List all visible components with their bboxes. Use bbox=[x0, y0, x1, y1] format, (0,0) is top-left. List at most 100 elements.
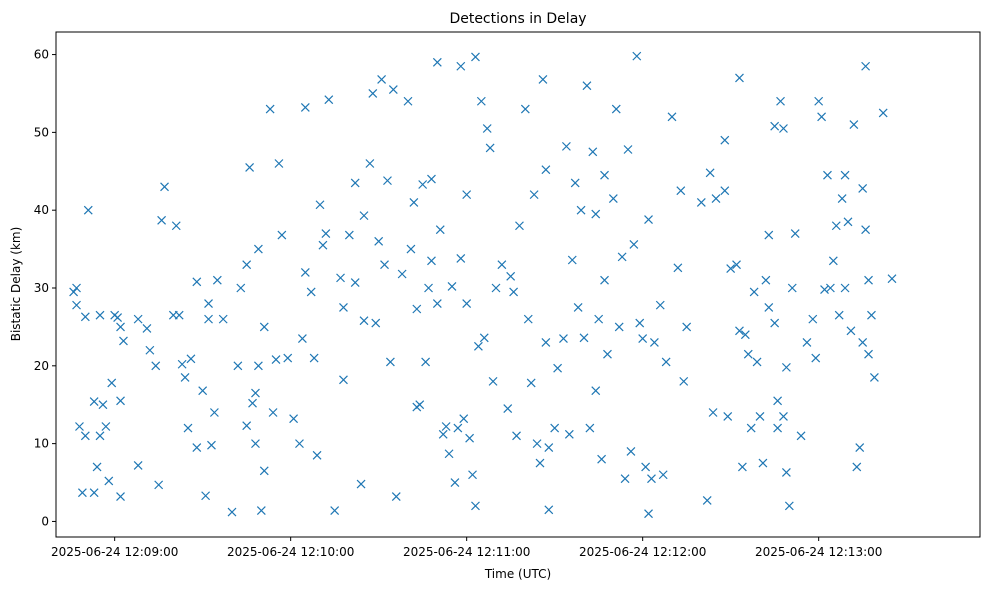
data-point-marker bbox=[350, 278, 360, 287]
data-point-marker bbox=[133, 314, 143, 324]
data-point-marker bbox=[218, 314, 228, 324]
data-point-marker bbox=[462, 190, 472, 200]
data-point-marker bbox=[113, 313, 123, 322]
data-point-marker bbox=[761, 275, 771, 285]
data-point-marker bbox=[708, 408, 718, 417]
data-point-marker bbox=[781, 467, 791, 477]
x-axis-label: Time (UTC) bbox=[484, 567, 551, 581]
x-tick-label: 2025-06-24 12:10:00 bbox=[227, 545, 354, 559]
data-point-marker bbox=[779, 411, 788, 421]
data-point-marker bbox=[532, 439, 542, 449]
data-point-marker bbox=[198, 386, 208, 396]
data-point-marker bbox=[823, 170, 832, 180]
data-point-marker bbox=[459, 414, 469, 424]
y-axis: 0 10 20 30 40 50 60 bbox=[34, 48, 56, 528]
data-point-marker bbox=[497, 260, 507, 270]
data-point-marker bbox=[846, 326, 856, 336]
data-point-marker bbox=[183, 423, 193, 433]
data-point-marker bbox=[253, 244, 263, 254]
data-point-marker bbox=[667, 112, 677, 122]
data-point-marker bbox=[435, 225, 445, 235]
data-point-marker bbox=[253, 361, 263, 371]
data-point-marker bbox=[591, 209, 601, 219]
data-point-marker bbox=[843, 217, 853, 227]
data-point-marker bbox=[544, 505, 554, 515]
y-axis-label: Bistatic Delay (km) bbox=[9, 227, 23, 342]
data-point-marker bbox=[784, 501, 794, 511]
data-point-marker bbox=[488, 376, 498, 386]
data-point-marker bbox=[180, 373, 190, 382]
data-point-marker bbox=[864, 349, 873, 359]
data-point-marker bbox=[720, 135, 730, 145]
data-point-marker bbox=[776, 96, 785, 106]
data-point-marker bbox=[746, 423, 756, 433]
data-point-marker bbox=[861, 225, 871, 235]
data-point-marker bbox=[283, 353, 293, 363]
data-point-marker bbox=[673, 263, 683, 273]
data-point-marker bbox=[374, 236, 384, 246]
data-point-marker bbox=[107, 378, 117, 388]
data-point-marker bbox=[591, 386, 601, 396]
data-point-marker bbox=[773, 396, 783, 406]
data-point-marker bbox=[77, 488, 87, 498]
data-point-marker bbox=[529, 190, 539, 200]
chart-title: Detections in Delay bbox=[449, 11, 586, 27]
data-point-marker bbox=[403, 96, 413, 106]
data-point-marker bbox=[814, 96, 824, 106]
data-point-marker bbox=[512, 431, 521, 441]
data-point-marker bbox=[321, 229, 331, 238]
data-point-marker bbox=[83, 205, 93, 215]
data-point-marker bbox=[553, 363, 563, 373]
data-point-marker bbox=[617, 252, 627, 262]
data-point-marker bbox=[579, 333, 589, 343]
data-point-marker bbox=[359, 316, 369, 326]
data-point-marker bbox=[69, 287, 79, 297]
data-point-marker bbox=[735, 326, 744, 336]
data-point-marker bbox=[344, 230, 354, 240]
data-point-marker bbox=[594, 314, 604, 324]
data-point-marker bbox=[462, 299, 472, 308]
data-point-marker bbox=[585, 423, 595, 433]
x-axis: 2025-06-24 12:09:00 2025-06-24 12:10:00 20… bbox=[51, 537, 882, 559]
data-point-marker bbox=[339, 303, 348, 312]
data-point-marker bbox=[635, 318, 645, 328]
data-point-marker bbox=[641, 462, 651, 472]
data-point-marker bbox=[796, 431, 806, 441]
data-point-marker bbox=[432, 299, 442, 308]
data-point-marker bbox=[75, 422, 84, 431]
data-point-marker bbox=[397, 269, 407, 279]
data-point-marker bbox=[485, 143, 495, 153]
data-point-marker bbox=[268, 408, 278, 417]
data-point-marker bbox=[192, 277, 202, 287]
data-point-marker bbox=[277, 230, 287, 240]
data-point-marker bbox=[312, 450, 322, 460]
data-point-marker bbox=[418, 180, 428, 189]
data-point-marker bbox=[597, 454, 607, 464]
data-point-marker bbox=[207, 440, 216, 450]
data-point-marker bbox=[855, 443, 865, 452]
data-point-marker bbox=[752, 357, 762, 367]
data-point-marker bbox=[620, 474, 630, 484]
data-point-marker bbox=[787, 283, 797, 293]
data-point-marker bbox=[415, 400, 425, 410]
data-point-marker bbox=[743, 349, 753, 359]
data-point-marker bbox=[779, 124, 788, 133]
data-point-marker bbox=[696, 197, 706, 207]
data-point-marker bbox=[770, 318, 780, 328]
data-point-marker bbox=[711, 194, 721, 203]
data-point-marker bbox=[471, 501, 480, 511]
data-point-marker bbox=[541, 165, 551, 175]
data-point-marker bbox=[177, 359, 187, 369]
data-point-marker bbox=[385, 357, 395, 367]
data-point-marker bbox=[204, 314, 213, 324]
data-point-marker bbox=[476, 96, 486, 106]
data-point-marker bbox=[834, 310, 844, 320]
data-point-marker bbox=[427, 256, 436, 266]
data-point-marker bbox=[174, 310, 184, 320]
data-point-marker bbox=[92, 462, 102, 472]
data-point-marker bbox=[559, 334, 568, 344]
markers-layer bbox=[69, 51, 897, 519]
data-point-marker bbox=[735, 73, 744, 83]
data-point-marker bbox=[626, 446, 636, 456]
